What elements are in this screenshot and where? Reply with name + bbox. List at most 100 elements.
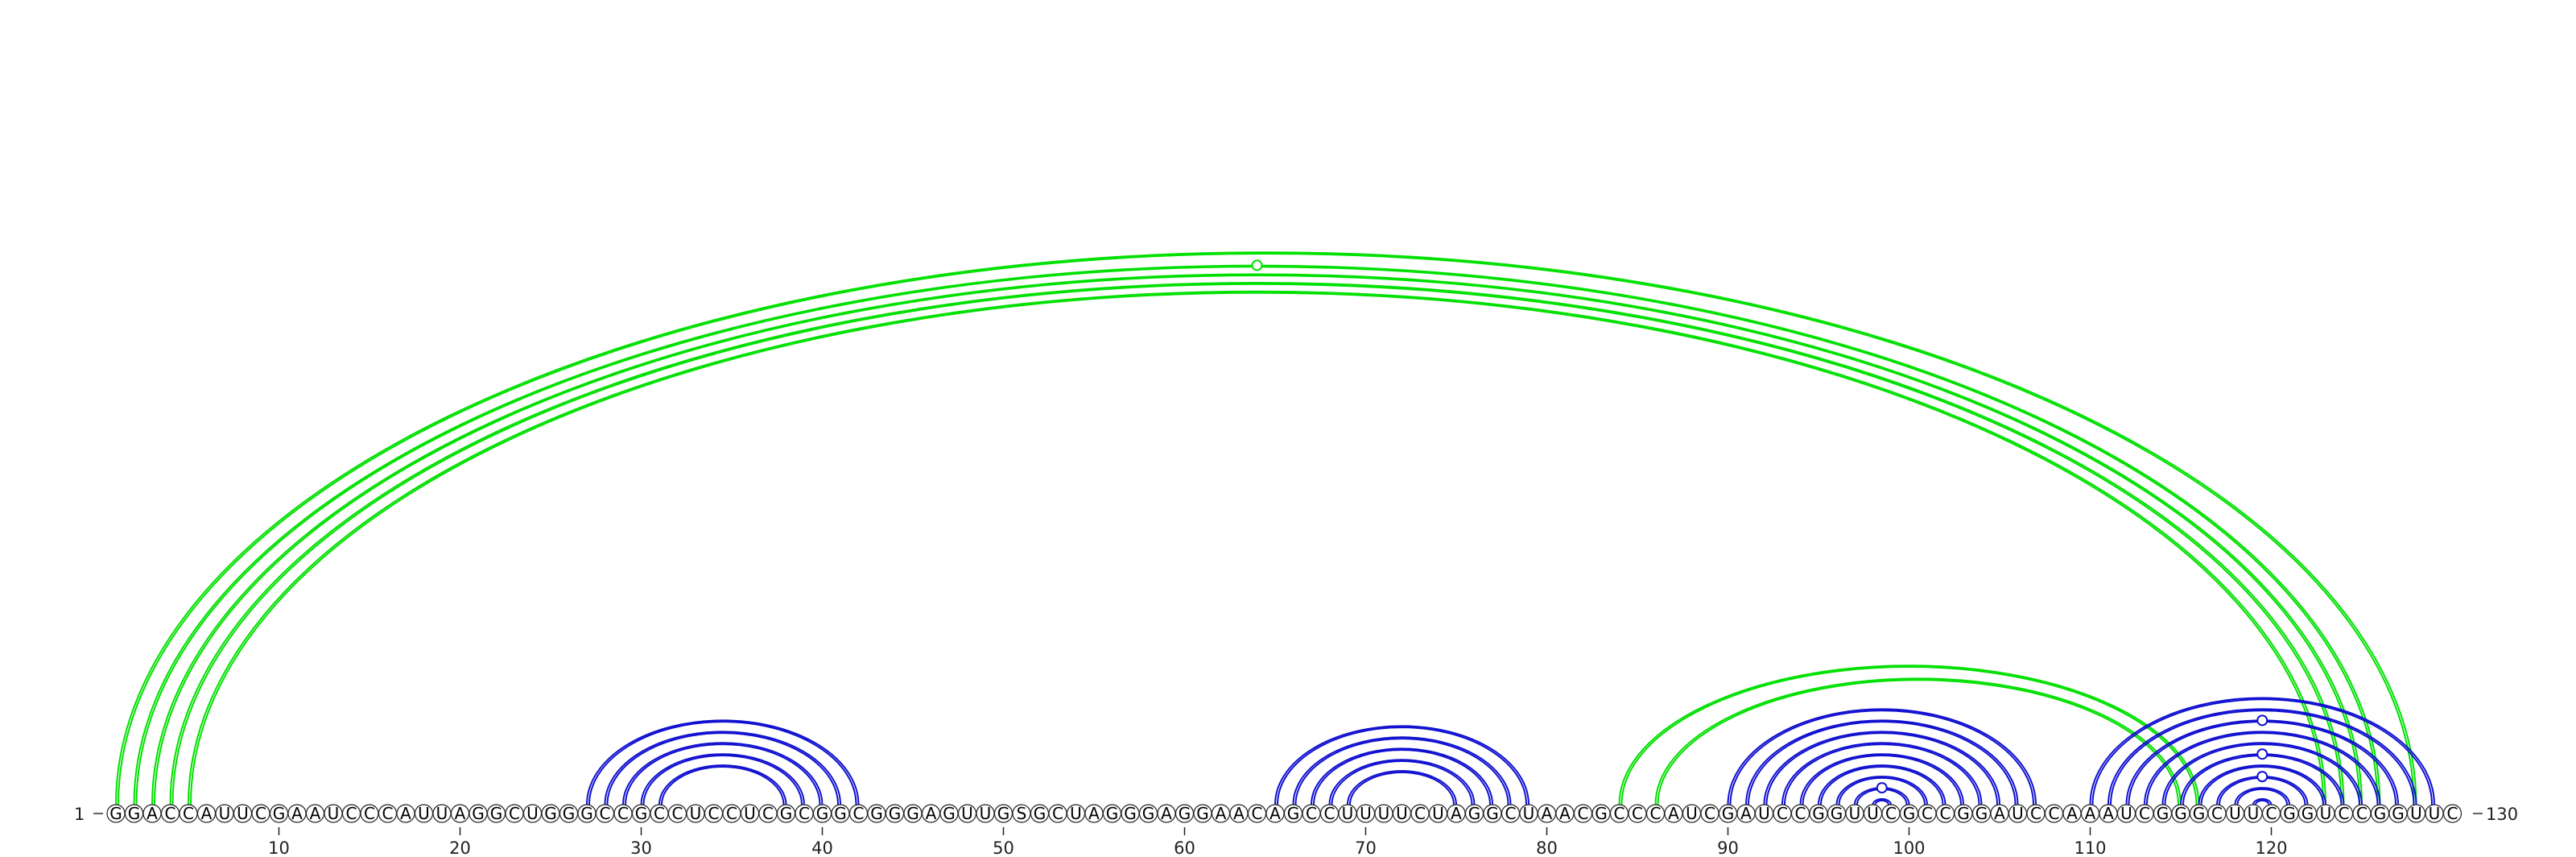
base-pair-arc-67-77: [1311, 747, 1493, 805]
base-pair-arc-66-78-inner-line: [1294, 738, 1509, 805]
nucleotide-95: G: [1809, 804, 1828, 823]
nucleotide-letter: G: [2392, 804, 2405, 823]
nucleotide-letter: G: [889, 804, 902, 823]
base-pair-arc-114-125-inner-line: [2164, 743, 2360, 805]
nucleotide-letter: U: [1686, 804, 1698, 823]
nucleotide-16: C: [378, 804, 398, 823]
nucleotide-letter: A: [1542, 804, 1553, 823]
base-pair-arc-69-75: [1347, 770, 1457, 805]
nucleotide-letter: U: [2012, 804, 2024, 823]
base-pair-arc-66-78: [1292, 736, 1512, 805]
nucleotide-letter: A: [2103, 804, 2114, 823]
base-pair-arc-69-75-inner-line: [1349, 772, 1455, 805]
nucleotide-109: A: [2062, 804, 2082, 823]
nucleotide-letter: C: [2447, 804, 2458, 823]
nucleotide-letter: G: [2174, 804, 2187, 823]
base-pair-arcs: [115, 251, 2435, 805]
sequence-end-label: 130: [2486, 805, 2518, 824]
nucleotide-120: C: [2261, 804, 2281, 823]
nucleotide-letter: U: [2120, 804, 2132, 823]
nucleotide-11: A: [287, 804, 307, 823]
nucleotide-105: A: [1990, 804, 2009, 823]
nucleotide-letter: C: [2339, 804, 2350, 823]
base-pair-arc-118-121-inner-line: [2236, 788, 2288, 805]
base-pair-arc-2-126-inner-line: [135, 266, 2379, 805]
base-pair-arc-118-121: [2234, 787, 2290, 805]
nucleotide-letter: C: [364, 804, 375, 823]
tick-label-10: 10: [268, 838, 290, 857]
nucleotide-64: C: [1247, 804, 1267, 823]
sequence-start-label: 1: [74, 805, 85, 824]
nucleotide-65: A: [1265, 804, 1285, 823]
nucleotide-letter: U: [1342, 804, 1354, 823]
tick-label-50: 50: [993, 838, 1014, 857]
nucleotide-letter: U: [1849, 804, 1861, 823]
nucleotide-letter: C: [1052, 804, 1063, 823]
nucleotide-2: G: [124, 804, 144, 823]
nucleotide-83: G: [1591, 804, 1611, 823]
base-pair-arc-28-41: [604, 731, 841, 805]
nucleotide-letter: C: [1578, 804, 1589, 823]
nucleotide-104: G: [1971, 804, 1992, 823]
base-pair-arc-67-77-inner-line: [1313, 749, 1491, 805]
tick-label-80: 80: [1536, 838, 1558, 857]
nucleotide-letter: C: [1632, 804, 1643, 823]
nucleotide-letter: G: [1142, 804, 1155, 823]
nucleotide-114: G: [2153, 804, 2173, 823]
nucleotide-129: U: [2425, 804, 2444, 823]
nucleotide-letter: C: [1922, 804, 1933, 823]
nucleotide-letter: C: [617, 804, 629, 823]
nucleotide-letter: C: [1505, 804, 1517, 823]
base-pair-arc-5-123: [188, 290, 2326, 805]
base-pair-arc-4-124-inner-line: [171, 283, 2343, 805]
nucleotide-96: G: [1827, 804, 1847, 823]
base-pair-arc-65-79: [1274, 725, 1530, 805]
nucleotide-82: C: [1573, 804, 1593, 823]
tick-label-110: 110: [2074, 838, 2106, 857]
nucleotide-15: C: [360, 804, 379, 823]
nucleotide-30: G: [631, 804, 651, 823]
nucleotide-62: A: [1211, 804, 1231, 823]
base-pair-arc-110-129-inner-line: [2091, 698, 2433, 805]
hairpin-marker-98-circle: [1876, 782, 1888, 794]
nucleotide-letter: C: [1614, 804, 1625, 823]
nucleotide-letter: A: [926, 804, 937, 823]
nucleotide-108: C: [2044, 804, 2064, 823]
nucleotide-86: C: [1645, 804, 1666, 823]
nucleotide-letter: C: [1795, 804, 1806, 823]
nucleotide-13: U: [324, 804, 343, 823]
nucleotide-letter: G: [1106, 804, 1119, 823]
base-pair-arc-116-123-inner-line: [2200, 766, 2324, 805]
nucleotide-letter: C: [183, 804, 194, 823]
nucleotide-27: G: [577, 804, 597, 823]
nucleotide-letter: U: [2320, 804, 2332, 823]
nucleotide-48: U: [957, 804, 977, 823]
nucleotide-36: U: [740, 804, 760, 823]
nucleotide-letter: G: [1595, 804, 1608, 823]
nucleotide-letter: C: [2356, 804, 2368, 823]
base-pair-arc-4-124: [169, 282, 2345, 805]
nucleotide-letter: U: [2429, 804, 2441, 823]
nucleotide-4: C: [160, 804, 180, 823]
nucleotide-letter: G: [1034, 804, 1046, 823]
nucleotide-73: C: [1410, 804, 1430, 823]
base-pair-arc-91-106: [1745, 719, 2019, 805]
nucleotide-letter: A: [1994, 804, 2005, 823]
nucleotide-letter: U: [1867, 804, 1879, 823]
nucleotide-92: U: [1754, 804, 1774, 823]
nucleotide-60: G: [1174, 804, 1195, 823]
nucleotide-letter: C: [1704, 804, 1715, 823]
nucleotide-letter: A: [147, 804, 158, 823]
nucleotide-letter: C: [1777, 804, 1788, 823]
nucleotide-letter: C: [853, 804, 865, 823]
nucleotide-letter: U: [1523, 804, 1535, 823]
base-pair-arc-94-103: [1799, 753, 1964, 805]
nucleotide-letter: U: [1396, 804, 1408, 823]
nucleotide-45: G: [903, 804, 923, 823]
base-pair-arc-31-38-inner-line: [661, 766, 785, 805]
nucleotide-37: C: [758, 804, 778, 823]
nucleotide-letter: G: [490, 804, 503, 823]
nucleotide-letter: G: [780, 804, 793, 823]
nucleotide-111: A: [2099, 804, 2118, 823]
nucleotide-26: G: [559, 804, 579, 823]
